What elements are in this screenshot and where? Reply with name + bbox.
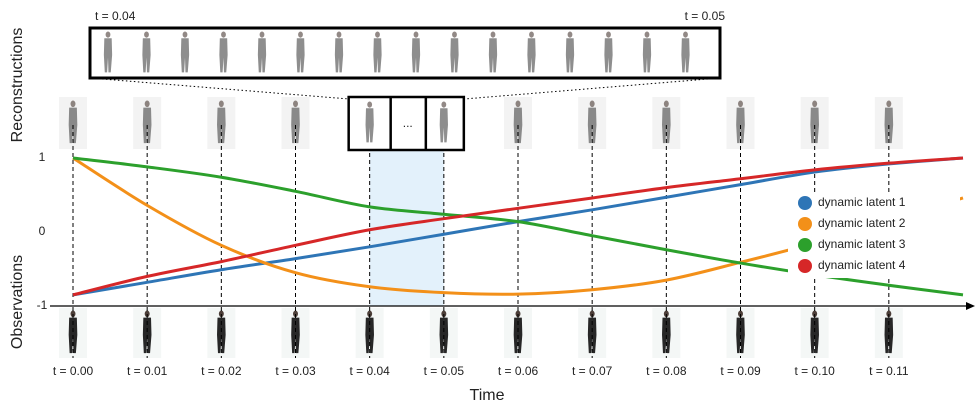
figure-image — [181, 31, 189, 72]
figure-head — [590, 101, 595, 108]
zoom-label: t = 0.04 — [95, 9, 136, 23]
figure-body — [527, 38, 535, 72]
legend-marker — [798, 259, 812, 273]
figure-head — [221, 31, 226, 37]
figure-head — [298, 31, 303, 37]
figure-image — [373, 31, 381, 72]
x-tick-label: t = 0.06 — [498, 364, 539, 378]
figure-body — [104, 38, 112, 72]
figure-head — [516, 101, 521, 108]
figure-head — [812, 101, 817, 108]
figure-body — [412, 38, 420, 72]
figure-body — [643, 38, 651, 72]
y-tick-label: -1 — [37, 298, 48, 312]
legend-marker — [798, 196, 812, 210]
zoom-connector — [464, 78, 720, 99]
figure-head — [683, 31, 688, 37]
figure-body — [373, 38, 381, 72]
x-tick-label: t = 0.01 — [127, 364, 168, 378]
figure-image — [643, 31, 651, 72]
x-axis-label: Time — [470, 387, 505, 404]
figure-image — [566, 31, 574, 72]
figure-head — [529, 31, 534, 37]
figure-head — [452, 31, 457, 37]
x-tick-label: t = 0.10 — [794, 364, 835, 378]
figure-head — [106, 31, 111, 37]
figure-head — [441, 101, 446, 107]
figure-image — [258, 31, 266, 72]
legend-label: dynamic latent 1 — [818, 195, 906, 209]
y-tick-label: 0 — [39, 224, 46, 238]
legend-label: dynamic latent 2 — [818, 216, 906, 230]
figure-image — [604, 31, 612, 72]
figure-body — [219, 38, 227, 72]
y-tick-label: 1 — [39, 150, 46, 164]
figure-head — [886, 101, 891, 108]
figure-image — [412, 31, 420, 72]
figure-head — [568, 31, 573, 37]
figure-body — [142, 38, 150, 72]
figure-head — [375, 31, 380, 37]
figure-image — [142, 31, 150, 72]
figure-body — [450, 38, 458, 72]
x-tick-label: t = 0.05 — [424, 364, 465, 378]
legend-label: dynamic latent 3 — [818, 237, 906, 251]
legend-marker — [798, 217, 812, 231]
figure-image — [296, 31, 304, 72]
figure-head — [145, 101, 150, 108]
figure-body — [296, 38, 304, 72]
figure-body — [335, 38, 343, 72]
figure-image — [219, 31, 227, 72]
figure-image — [489, 31, 497, 72]
figure-head — [606, 31, 611, 37]
figure-image — [450, 31, 458, 72]
figure-head — [664, 101, 669, 108]
x-axis-arrow — [966, 302, 975, 310]
figure: Reconstructions Observations Time t = 0.… — [0, 0, 975, 406]
x-tick-label: t = 0.03 — [275, 364, 316, 378]
figure-head — [414, 31, 419, 37]
figure-body — [681, 38, 689, 72]
zoom-label: t = 0.05 — [685, 9, 726, 23]
zoom-connector — [90, 78, 349, 99]
x-tick-label: t = 0.11 — [869, 364, 909, 378]
figure-head — [367, 101, 372, 107]
panel-label: Observations — [9, 255, 26, 349]
x-tick-label: t = 0.09 — [720, 364, 761, 378]
figure-head — [219, 101, 224, 108]
figure-head — [491, 31, 496, 37]
x-tick-label: t = 0.07 — [572, 364, 613, 378]
figure-body — [258, 38, 266, 72]
figure-head — [183, 31, 188, 37]
figure-image — [104, 31, 112, 72]
figure-image — [335, 31, 343, 72]
figure-image — [681, 31, 689, 72]
x-tick-label: t = 0.00 — [53, 364, 94, 378]
figure-head — [738, 101, 743, 108]
x-tick-label: t = 0.02 — [201, 364, 242, 378]
x-tick-label: t = 0.04 — [349, 364, 390, 378]
x-tick-label: t = 0.08 — [646, 364, 687, 378]
figure-head — [645, 31, 650, 37]
figure-head — [144, 31, 149, 37]
panel-label: Reconstructions — [9, 28, 26, 143]
figure-body — [181, 38, 189, 72]
figure-head — [260, 31, 265, 37]
figure-image — [527, 31, 535, 72]
figure-body — [489, 38, 497, 72]
figure-head — [337, 31, 342, 37]
figure-body — [604, 38, 612, 72]
figure-body — [566, 38, 574, 72]
figure-head — [71, 101, 76, 108]
legend-label: dynamic latent 4 — [818, 258, 906, 272]
legend-marker — [798, 238, 812, 252]
figure-head — [293, 101, 298, 108]
ellipsis: ... — [403, 116, 413, 130]
